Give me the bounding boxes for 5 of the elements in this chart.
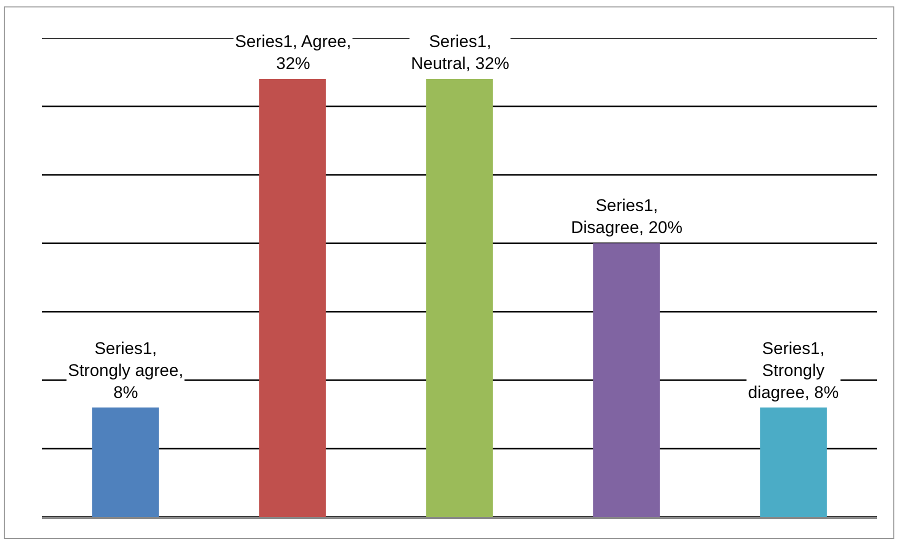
- data-label: Series1, Strongly agree, 8%: [68, 339, 184, 402]
- data-label: Series1, Strongly diagree, 8%: [748, 339, 839, 402]
- data-label: Series1, Agree, 32%: [235, 32, 352, 74]
- data-label: Series1, Neutral, 32%: [411, 32, 510, 74]
- data-label: Series1, Disagree, 20%: [571, 196, 683, 238]
